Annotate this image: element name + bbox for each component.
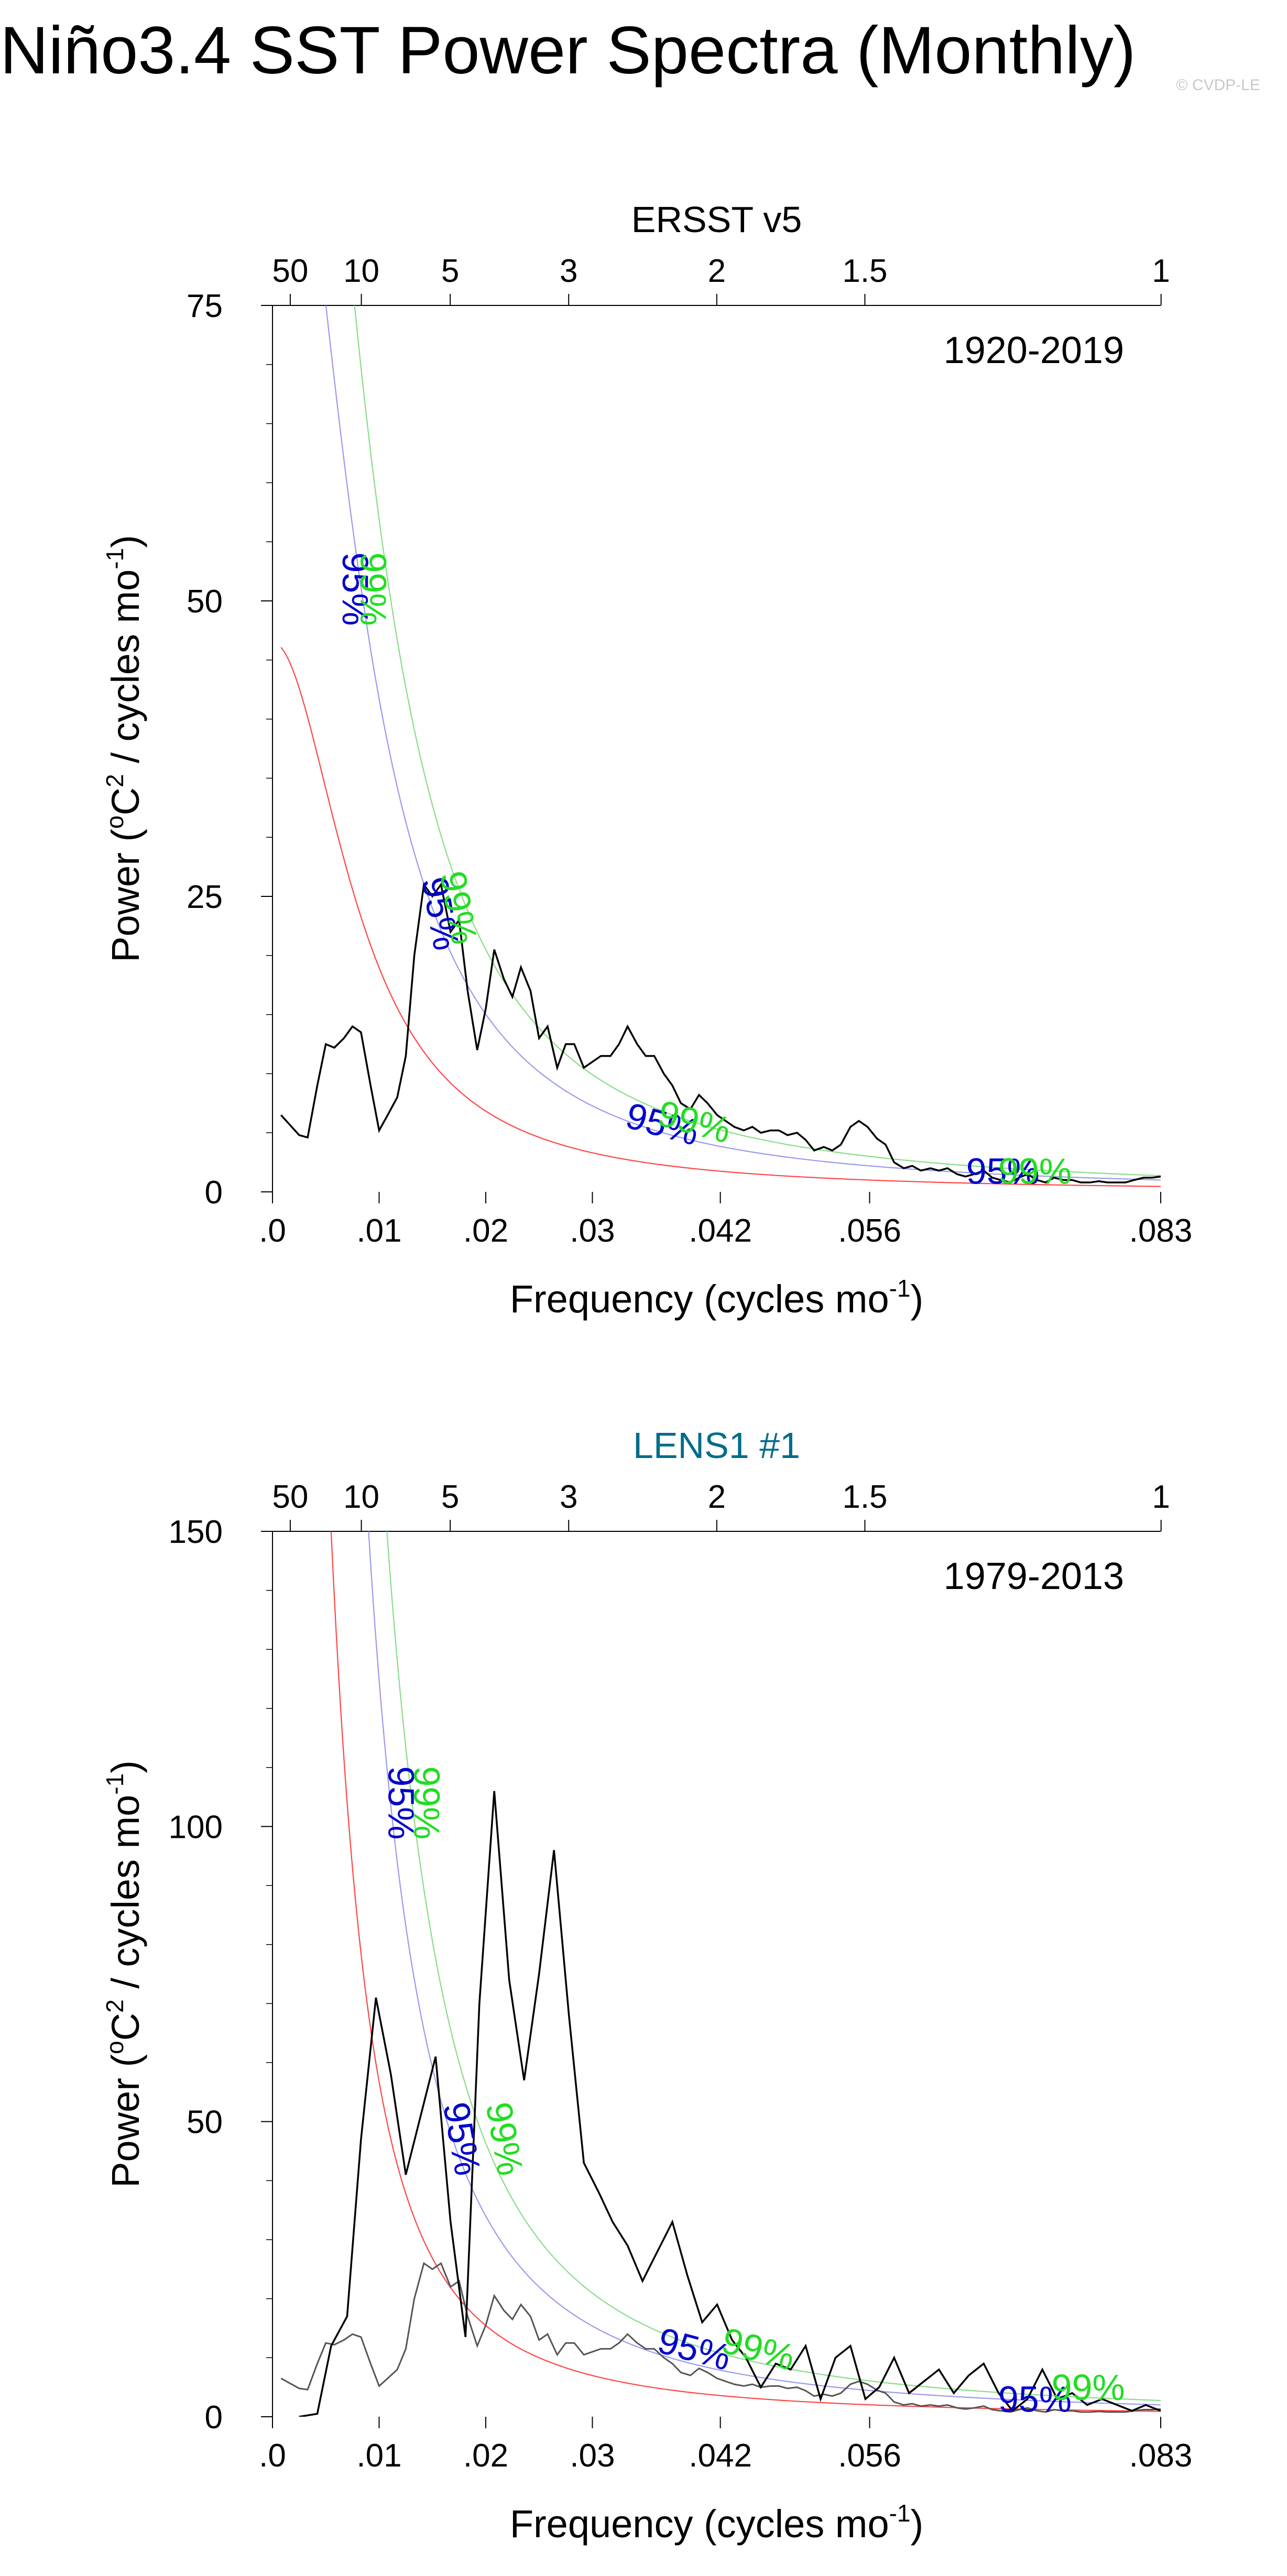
spectrum-line — [299, 1791, 1161, 2417]
top-tick-label: 50 — [272, 253, 308, 289]
panel-title: ERSST v5 — [631, 199, 802, 240]
x-tick-label: .056 — [838, 1213, 901, 1249]
x-tick-label: .01 — [356, 2438, 401, 2474]
conf99-curve — [386, 1531, 1161, 2402]
top-tick-label: 10 — [343, 1479, 379, 1515]
x-tick-label: .03 — [570, 1213, 615, 1249]
top-tick-label: 2 — [708, 1479, 726, 1515]
y-axis-title: Power (oC2 / cycles mo-1) — [101, 1760, 147, 2188]
red-noise-curve — [280, 646, 1161, 1187]
conf95-curve — [368, 1531, 1161, 2406]
y-tick-label: 25 — [187, 879, 223, 915]
confidence-label-95: 95% — [966, 1151, 1040, 1192]
x-tick-label: .083 — [1129, 1213, 1193, 1249]
watermark: © CVDP-LE — [1176, 76, 1260, 94]
top-tick-label: 3 — [560, 1479, 577, 1515]
panel-title: LENS1 #1 — [633, 1425, 800, 1466]
x-tick-label: .02 — [463, 2438, 508, 2474]
curves — [280, 1531, 1161, 2417]
y-tick-label: 0 — [205, 2399, 223, 2436]
x-axis-title: Frequency (cycles mo-1) — [510, 2500, 923, 2546]
top-tick-label: 2 — [708, 253, 726, 289]
x-tick-label: .042 — [689, 2438, 752, 2474]
top-tick-label: 5 — [441, 253, 459, 289]
x-tick-label: .0 — [259, 1213, 286, 1249]
top-tick-label: 50 — [272, 1479, 308, 1515]
confidence-label-95: 95% — [998, 2378, 1072, 2419]
page-title: Niño3.4 SST Power Spectra (Monthly) — [0, 13, 1136, 88]
y-tick-label: 75 — [187, 288, 223, 324]
y-tick-label: 100 — [169, 1809, 223, 1845]
x-tick-label: .056 — [838, 2438, 901, 2474]
period-label: 1979-2013 — [944, 1555, 1124, 1597]
spectrum-line — [280, 882, 1161, 1183]
panel-ersst: 0 25 50 75 .0 .01 .02 .03 .042 .056 .083 50 10 5 3 2 1.5… — [101, 199, 1193, 1321]
top-tick-label: 1.5 — [842, 253, 887, 289]
panel-lens1: 0 50 100 150 .0 .01 .02 .03 .042 .056 .083 50 10 5 3 2 1… — [101, 1425, 1193, 2546]
top-tick-label: 1 — [1152, 1479, 1170, 1515]
reference-spectrum-line — [280, 2262, 1161, 2413]
y-tick-label: 150 — [169, 1514, 223, 1550]
x-tick-label: .083 — [1129, 2438, 1193, 2474]
conf99-curve — [354, 305, 1161, 1177]
y-tick-label: 50 — [187, 2104, 223, 2141]
top-tick-label: 1.5 — [842, 1479, 887, 1515]
top-tick-label: 10 — [343, 253, 379, 289]
top-tick-label: 3 — [560, 253, 577, 289]
confidence-label-95: 95% — [335, 552, 376, 626]
x-tick-label: .042 — [689, 1213, 752, 1249]
conf95-curve — [325, 305, 1161, 1181]
y-axis-title: Power (oC2 / cycles mo-1) — [101, 535, 147, 962]
confidence-label-99: 99% — [406, 1766, 447, 1839]
x-axis-title: Frequency (cycles mo-1) — [510, 1275, 923, 1321]
confidence-label-99: 99% — [998, 1151, 1072, 1192]
confidence-label-99: 99% — [353, 552, 394, 626]
y-tick-label: 50 — [187, 584, 223, 620]
confidence-label-99: 99% — [1052, 2367, 1125, 2408]
x-tick-label: .03 — [570, 2438, 615, 2474]
top-tick-label: 1 — [1152, 253, 1170, 289]
curves — [280, 305, 1161, 1187]
top-tick-label: 5 — [441, 1479, 459, 1515]
period-label: 1920-2019 — [944, 330, 1124, 371]
x-tick-label: .02 — [463, 1213, 508, 1249]
confidence-label-95: 95% — [381, 1766, 422, 1839]
x-tick-label: .0 — [259, 2438, 286, 2474]
y-tick-label: 0 — [205, 1175, 223, 1211]
x-tick-label: .01 — [356, 1213, 401, 1249]
confidence-label-99: 99% — [718, 2320, 800, 2378]
